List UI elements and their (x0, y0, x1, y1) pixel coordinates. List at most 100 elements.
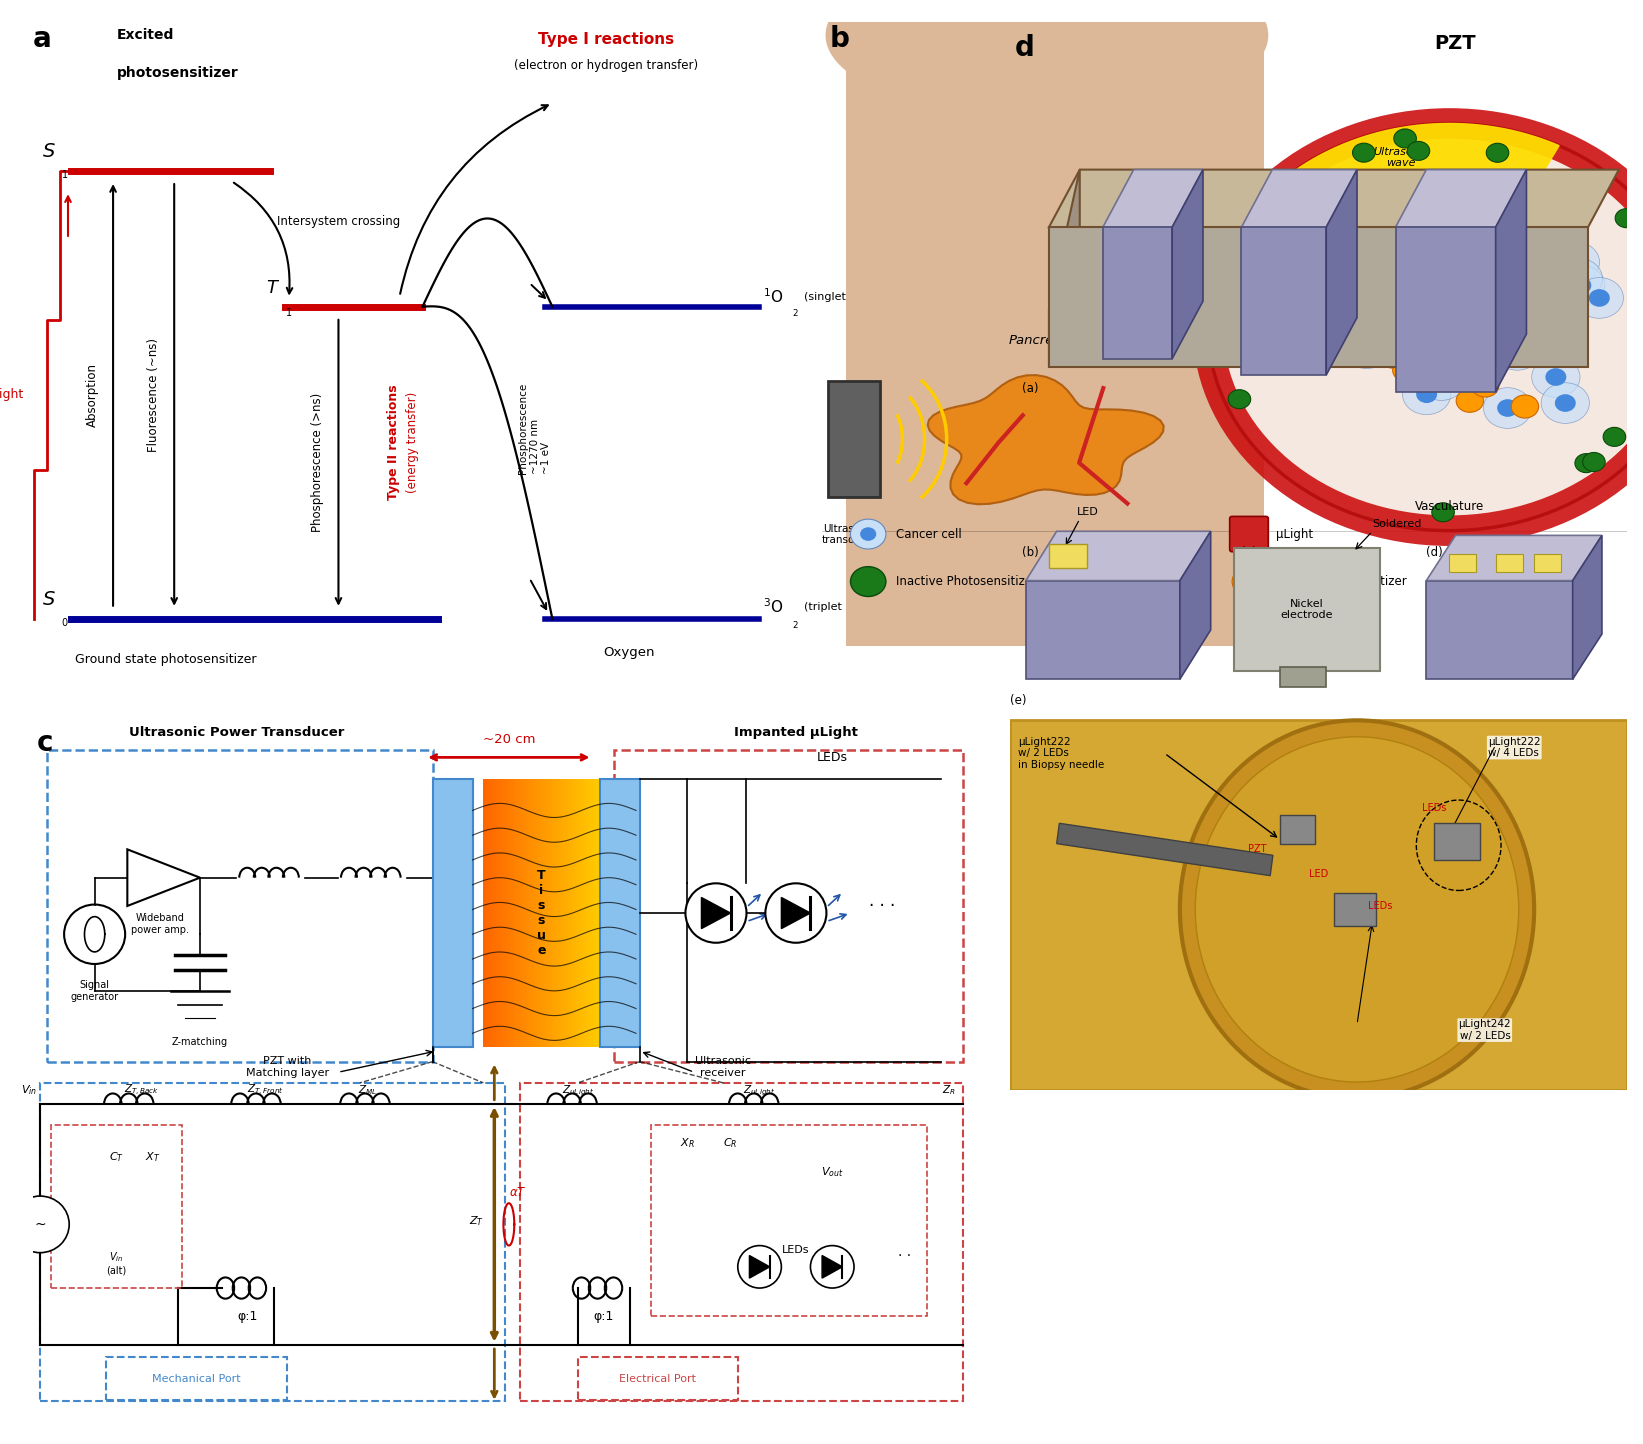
Bar (1280, 667, 1326, 687)
Circle shape (738, 1246, 782, 1288)
Text: $C_R$: $C_R$ (723, 1136, 738, 1151)
Text: $_{2}$: $_{2}$ (792, 306, 798, 319)
Circle shape (1548, 170, 1571, 189)
Circle shape (1503, 257, 1525, 274)
Bar (486, 778, 488, 1047)
Bar (501, 778, 503, 1047)
Circle shape (1576, 277, 1623, 318)
Polygon shape (1102, 227, 1171, 358)
Circle shape (1423, 336, 1443, 354)
Polygon shape (1180, 531, 1211, 679)
Bar (514, 778, 516, 1047)
Circle shape (851, 520, 886, 549)
Text: T
i
s
s
u
e: T i s s u e (537, 869, 545, 957)
Bar (508, 778, 509, 1047)
Polygon shape (1048, 169, 1079, 367)
Text: LEDs: LEDs (817, 751, 848, 764)
Text: μLight242
w/ 2 LEDs: μLight242 w/ 2 LEDs (1459, 1019, 1512, 1041)
Circle shape (1446, 230, 1466, 248)
Circle shape (1431, 371, 1452, 388)
Bar (550, 778, 552, 1047)
Circle shape (1482, 292, 1531, 332)
Text: (triplet state): (triplet state) (805, 602, 879, 612)
Bar (499, 778, 501, 1047)
Text: ~: ~ (35, 1217, 46, 1232)
Text: $Z_{\mu Light}$: $Z_{\mu Light}$ (743, 1084, 775, 1099)
Bar (516, 778, 518, 1047)
Circle shape (1434, 266, 1456, 283)
Circle shape (1638, 258, 1643, 279)
Bar (532, 778, 534, 1047)
Text: $Z_{ML}$: $Z_{ML}$ (358, 1083, 376, 1097)
Text: c: c (36, 729, 53, 757)
Bar (554, 778, 555, 1047)
Bar (1280, 814, 1314, 843)
Bar (600, 778, 639, 1047)
Bar (519, 778, 522, 1047)
Polygon shape (1326, 169, 1357, 375)
Bar (564, 778, 565, 1047)
Circle shape (766, 884, 826, 943)
Bar (531, 778, 532, 1047)
Circle shape (1512, 396, 1538, 419)
Bar (488, 778, 490, 1047)
Text: LED: LED (1076, 507, 1098, 517)
Circle shape (1495, 267, 1516, 284)
Bar (529, 778, 531, 1047)
Circle shape (1423, 271, 1444, 289)
Circle shape (1604, 427, 1625, 446)
Text: (energy transfer): (energy transfer) (406, 391, 419, 492)
Text: Vasculature: Vasculature (1415, 501, 1484, 514)
Circle shape (1487, 143, 1508, 162)
Bar (567, 778, 568, 1047)
Text: b: b (830, 25, 849, 53)
Text: Ground state photosensitizer: Ground state photosensitizer (76, 653, 256, 666)
Circle shape (1589, 289, 1610, 306)
Text: Intersystem crossing: Intersystem crossing (278, 215, 401, 228)
Bar (544, 778, 547, 1047)
FancyBboxPatch shape (105, 1357, 288, 1399)
Bar (591, 778, 593, 1047)
Text: (d): (d) (1426, 546, 1443, 559)
Circle shape (1255, 256, 1303, 296)
Text: Electrical Port: Electrical Port (619, 1373, 697, 1383)
Bar (532, 778, 534, 1047)
Polygon shape (1495, 169, 1526, 391)
Bar (559, 778, 560, 1047)
Text: Type II reactions: Type II reactions (388, 384, 399, 500)
Text: (e): (e) (1010, 695, 1027, 708)
Bar (560, 778, 562, 1047)
Bar (539, 778, 541, 1047)
Bar (577, 778, 578, 1047)
Circle shape (1493, 329, 1541, 370)
Circle shape (1567, 270, 1589, 287)
Text: Ultrasonic
wave: Ultrasonic wave (1374, 147, 1429, 168)
Text: ~20 cm: ~20 cm (483, 734, 536, 747)
Text: $Z_T$: $Z_T$ (468, 1214, 483, 1229)
Polygon shape (822, 1255, 843, 1278)
Circle shape (1393, 129, 1416, 147)
Text: Soldered: Soldered (1372, 520, 1421, 529)
Bar (555, 778, 557, 1047)
Text: $V_{in}$: $V_{in}$ (21, 1083, 38, 1097)
Bar (560, 778, 564, 1047)
Text: a: a (33, 25, 51, 53)
Text: Impanted μLight: Impanted μLight (734, 726, 858, 739)
Bar (498, 778, 499, 1047)
Text: $^{3}$O: $^{3}$O (764, 598, 784, 617)
Text: Nickel
electrode: Nickel electrode (1280, 599, 1332, 619)
Text: $X_R$: $X_R$ (680, 1136, 695, 1151)
Bar (547, 778, 549, 1047)
Text: Phosphorescence (>ns): Phosphorescence (>ns) (311, 393, 324, 533)
Bar (590, 778, 591, 1047)
Circle shape (1426, 334, 1474, 375)
Text: $_{1}$: $_{1}$ (284, 305, 292, 319)
Bar (527, 778, 531, 1047)
Text: PZT: PZT (1247, 843, 1267, 853)
Bar (516, 778, 518, 1047)
Bar (544, 778, 545, 1047)
Text: φ:1: φ:1 (237, 1310, 258, 1323)
Bar (527, 778, 529, 1047)
Bar (511, 778, 513, 1047)
Circle shape (1615, 208, 1638, 228)
